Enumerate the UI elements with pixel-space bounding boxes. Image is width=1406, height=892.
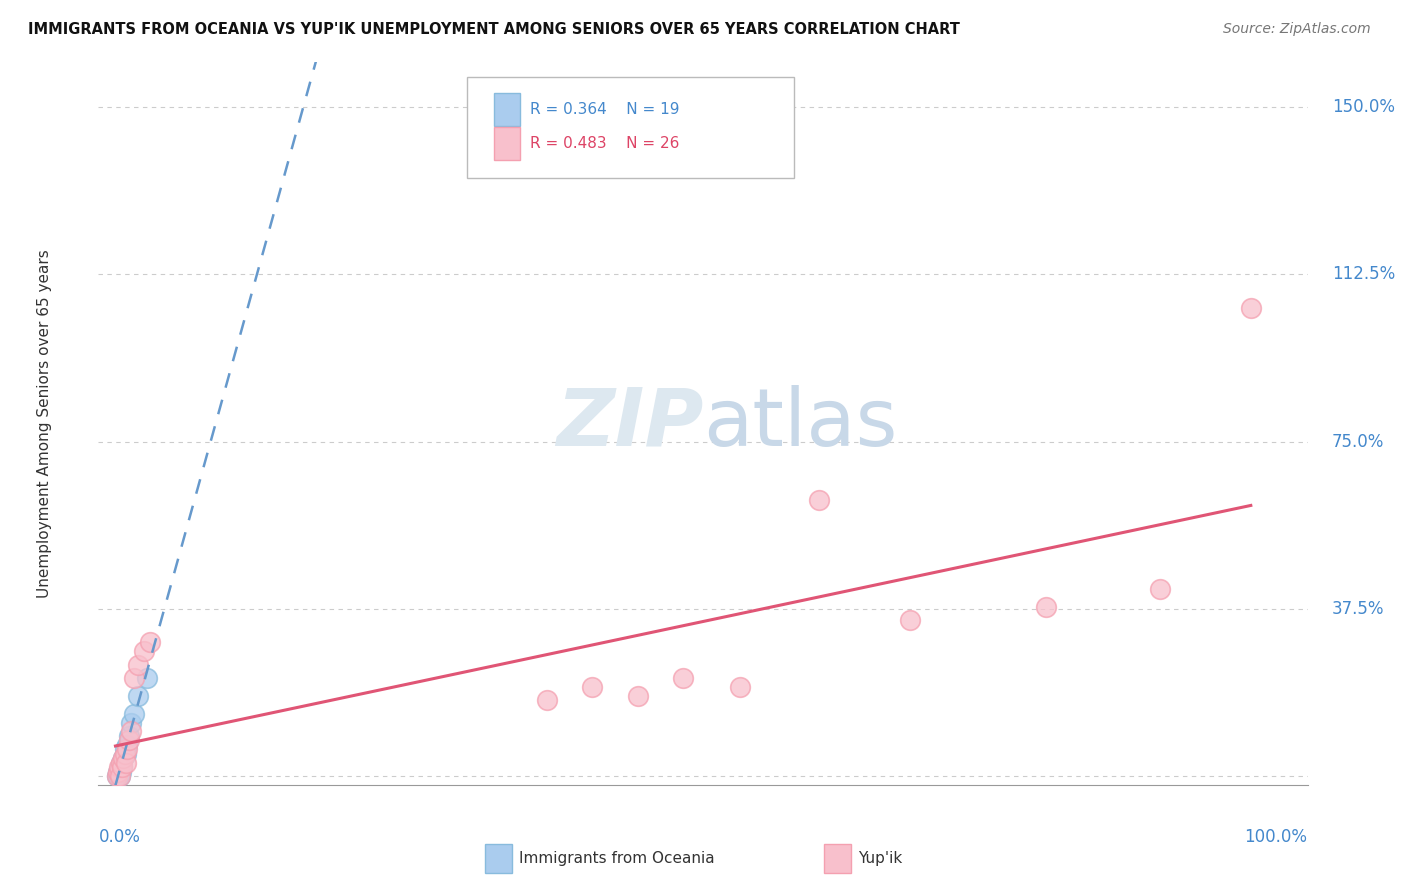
Point	[127, 689, 149, 703]
Point	[115, 738, 138, 752]
Point	[107, 769, 129, 783]
Point	[108, 769, 131, 783]
Point	[627, 689, 650, 703]
Point	[112, 751, 135, 765]
Text: R = 0.364    N = 19: R = 0.364 N = 19	[530, 102, 679, 117]
Point	[110, 756, 132, 770]
Point	[122, 706, 145, 721]
Point	[138, 635, 160, 649]
Text: atlas: atlas	[703, 384, 897, 463]
Point	[108, 760, 131, 774]
Point	[108, 760, 131, 774]
Text: 112.5%: 112.5%	[1331, 265, 1395, 284]
Bar	[485, 844, 512, 873]
Point	[1035, 599, 1057, 614]
Text: 150.0%: 150.0%	[1331, 98, 1395, 116]
Point	[105, 769, 128, 783]
Point	[672, 671, 695, 685]
Point	[132, 644, 155, 658]
Point	[107, 764, 129, 779]
Point	[115, 742, 138, 756]
Point	[120, 724, 142, 739]
Bar	[494, 127, 520, 160]
Point	[136, 671, 159, 685]
Point	[536, 693, 558, 707]
Point	[112, 751, 135, 765]
Point	[118, 733, 141, 747]
Point	[122, 671, 145, 685]
Text: Yup'ik: Yup'ik	[858, 851, 903, 866]
Text: 0.0%: 0.0%	[98, 829, 141, 847]
Text: 75.0%: 75.0%	[1331, 433, 1384, 450]
Point	[1149, 582, 1171, 596]
Text: R = 0.483    N = 26: R = 0.483 N = 26	[530, 136, 679, 151]
Point	[118, 729, 141, 743]
Point	[127, 657, 149, 672]
Text: Unemployment Among Seniors over 65 years: Unemployment Among Seniors over 65 years	[37, 250, 52, 598]
Point	[898, 613, 921, 627]
Point	[120, 715, 142, 730]
Text: Source: ZipAtlas.com: Source: ZipAtlas.com	[1223, 22, 1371, 37]
Text: 100.0%: 100.0%	[1244, 829, 1308, 847]
Bar	[494, 93, 520, 126]
Text: ZIP: ZIP	[555, 384, 703, 463]
Point	[107, 764, 129, 779]
Point	[114, 756, 136, 770]
Point	[105, 769, 128, 783]
Point	[114, 742, 136, 756]
Point	[581, 680, 603, 694]
Point	[728, 680, 751, 694]
Point	[1240, 301, 1263, 315]
Text: 37.5%: 37.5%	[1331, 599, 1385, 618]
Point	[111, 760, 134, 774]
Point	[111, 760, 134, 774]
Point	[808, 492, 831, 507]
Point	[108, 764, 131, 779]
Point	[108, 769, 131, 783]
Point	[110, 764, 132, 779]
Text: Immigrants from Oceania: Immigrants from Oceania	[519, 851, 714, 866]
Point	[108, 769, 131, 783]
Point	[110, 756, 132, 770]
Point	[114, 747, 136, 761]
Point	[114, 747, 136, 761]
Bar	[824, 844, 851, 873]
Text: IMMIGRANTS FROM OCEANIA VS YUP'IK UNEMPLOYMENT AMONG SENIORS OVER 65 YEARS CORRE: IMMIGRANTS FROM OCEANIA VS YUP'IK UNEMPL…	[28, 22, 960, 37]
FancyBboxPatch shape	[467, 77, 793, 178]
